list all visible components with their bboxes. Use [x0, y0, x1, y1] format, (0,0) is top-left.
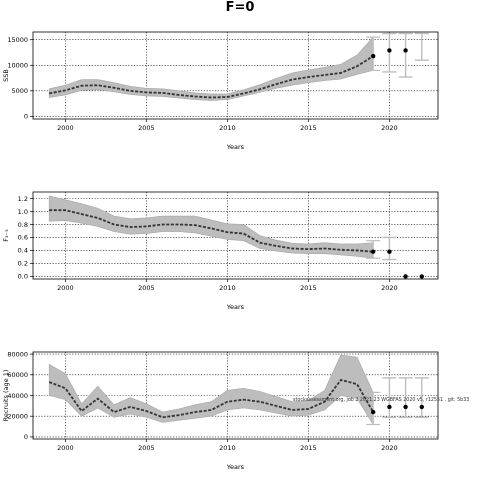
fishing-mortality-x-axis-label: Years [226, 303, 245, 311]
ssb-point-0 [371, 53, 376, 59]
fishing-mortality-plot-frame [32, 191, 439, 280]
ssb-panel: 2000 2005 2010 2015 2020 0 5000 10000 15000 Years… [0, 0, 480, 160]
fishing-mortality-panel: 2000 2005 2010 2015 2020 0.0 0.2 0.4 0.6 0.8 1.0 1.… [0, 160, 480, 320]
fishing-mortality-x-tick-label-2: 2010 [219, 284, 236, 292]
fishing-mortality-y-tick-label-0: 0.0 [18, 273, 28, 281]
recruits-point-3 [419, 404, 424, 410]
ssb-y-axis-label: SSB [2, 69, 10, 82]
recruits-x-tick-label-4: 2020 [381, 444, 398, 452]
ssb-x-tick-label-0: 2000 [57, 124, 74, 132]
recruits-x-tick-label-0: 2000 [57, 444, 74, 452]
fishing-mortality-y-tick-label-1: 0.2 [18, 260, 28, 268]
ssb-point-1 [387, 48, 392, 53]
ssb-y-tick-label-3: 15000 [7, 36, 28, 44]
fishing-mortality-y-tick-label-3: 0.6 [18, 234, 28, 242]
recruits-panel: 2000 2005 2010 2015 2020 0 20000 40000 60000 8000… [0, 320, 480, 480]
fishing-mortality-y-axis-label: F₃₋₅ [2, 229, 10, 242]
ssb-plot-frame [32, 31, 439, 120]
fishing-mortality-point-3 [419, 274, 424, 279]
recruits-point-2 [403, 404, 408, 410]
fishing-mortality-median-line [49, 209, 374, 253]
recruits-y-tick-label-2: 40000 [7, 392, 28, 400]
recruits-x-axis-label: Years [226, 463, 245, 471]
fishing-mortality-y-tick-label-6: 1.2 [18, 195, 28, 203]
ssb-median-line [49, 55, 374, 99]
recruits-x-tick-label-2: 2010 [219, 444, 236, 452]
recruits-y-axis-label: Recruits (age 1) [2, 370, 10, 422]
recruits-point-1 [387, 404, 392, 410]
recruits-point-0 [371, 409, 376, 415]
recruits-y-tick-label-4: 80000 [7, 350, 28, 358]
ssb-x-tick-label-3: 2015 [300, 124, 317, 132]
figure-title: F=0 [225, 0, 255, 15]
recruits-annotation: stockassessment.org, job 2 2021.23 WGBFA… [293, 397, 469, 403]
recruits-y-tick-label-3: 60000 [7, 371, 28, 379]
fishing-mortality-point-2 [403, 274, 408, 279]
fishing-mortality-chart: 2000 2005 2010 2015 2020 0.0 0.2 0.4 0.6 0.8 1.0 1.… [2, 191, 439, 311]
ssb-point-2 [403, 48, 408, 53]
fishing-mortality-x-tick-label-1: 2005 [138, 284, 155, 292]
recruits-y-tick-label-0: 0 [24, 433, 28, 441]
ssb-x-tick-label-1: 2005 [138, 124, 155, 132]
fishing-mortality-point-0 [371, 249, 376, 254]
ssb-y-tick-label-0: 0 [24, 113, 28, 121]
fishing-mortality-x-tick-label-4: 2020 [381, 284, 398, 292]
fishing-mortality-y-tick-label-5: 1.0 [18, 208, 28, 216]
recruits-x-tick-label-1: 2005 [138, 444, 155, 452]
ssb-x-tick-label-4: 2020 [381, 124, 398, 132]
ssb-x-tick-label-2: 2010 [219, 124, 236, 132]
recruits-median-line [48, 378, 374, 419]
fishing-mortality-point-1 [387, 249, 392, 254]
ssb-x-axis-label: Years [226, 143, 245, 151]
ssb-chart: 2000 2005 2010 2015 2020 0 5000 10000 15000 Years… [2, 31, 439, 151]
recruits-confidence-band [48, 354, 374, 426]
ssb-y-tick-label-2: 10000 [7, 62, 28, 70]
recruits-x-tick-label-3: 2015 [300, 444, 317, 452]
recruits-y-tick-label-1: 20000 [7, 413, 28, 421]
ssb-y-tick-label-1: 5000 [11, 87, 28, 95]
fishing-mortality-x-tick-label-3: 2015 [300, 284, 317, 292]
recruits-chart: 2000 2005 2010 2015 2020 0 20000 40000 60000 8000… [2, 350, 469, 471]
fishing-mortality-x-tick-label-0: 2000 [57, 284, 74, 292]
fishing-mortality-y-tick-label-2: 0.4 [18, 247, 28, 255]
fishing-mortality-y-tick-label-4: 0.8 [18, 221, 28, 229]
